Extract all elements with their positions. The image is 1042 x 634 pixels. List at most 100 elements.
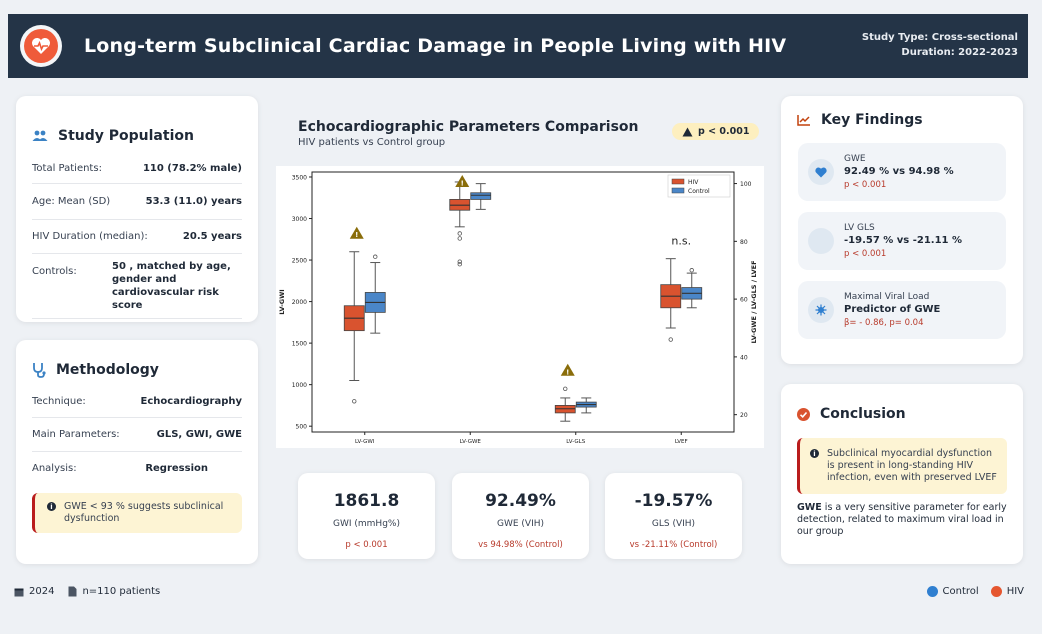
study-population-card: Study Population Total Patients: 110 (78.… (16, 96, 258, 322)
page-title: Long-term Subclinical Cardiac Damage in … (84, 35, 787, 57)
legend-dot-control (926, 586, 938, 597)
footer-patients: n=110 patients (82, 586, 161, 597)
stat-value: 92.49% (485, 491, 556, 511)
y-left-tick-label: 1500 (292, 341, 307, 348)
conclusion-text: GWE is a very sensitive parameter for ea… (797, 502, 1007, 537)
stat-value: -19.57% (634, 491, 713, 511)
ns-annotation: n.s. (671, 235, 691, 248)
stat-value: 1861.8 (333, 491, 400, 511)
conclusion-card: Conclusion i Subclinical myocardial dysf… (781, 384, 1023, 564)
y-right-tick-label: 40 (740, 354, 748, 361)
stat-sub: vs -21.11% (Control) (629, 540, 718, 550)
methodology-row: Main Parameters: GLS, GWI, GWE (32, 418, 242, 452)
legend-label: HIV (688, 179, 699, 186)
x-tick-label: LVEF (675, 439, 688, 445)
finding-item: GWE 92.49 % vs 94.98 % p < 0.001 (798, 143, 1006, 201)
y-left-tick-label: 2000 (292, 299, 307, 306)
stat-label: GWI (mmHg%) (333, 519, 400, 529)
outlier-point (457, 236, 462, 241)
boxplot-chart: 500 1000 1500 2000 2500 3000 3500 20 40 60 80 100 LV… (276, 166, 764, 448)
footer-year: 2024 (29, 586, 55, 597)
warning-icon (349, 226, 364, 239)
footer-info: 2024 n=110 patients (14, 586, 160, 597)
y-right-tick-label: 80 (740, 239, 748, 246)
header-bar: Long-term Subclinical Cardiac Damage in … (8, 14, 1028, 78)
outlier-point (457, 259, 462, 264)
outlier-point (689, 268, 694, 273)
outlier-point (373, 254, 378, 259)
chart-subtitle: HIV patients vs Control group (298, 137, 446, 148)
stat-sub: p < 0.001 (345, 540, 388, 550)
p-value-badge: p < 0.001 (672, 123, 760, 140)
x-tick-label: LV-GWI (355, 439, 375, 445)
warning-icon (455, 175, 470, 187)
stat-card-gwi: 1861.8 GWI (mmHg%) p < 0.001 (298, 473, 435, 559)
x-tick-label: LV-GWE (460, 439, 482, 445)
y-right-tick-label: 60 (740, 297, 748, 304)
trend-chart-icon (797, 115, 810, 126)
y-left-tick-label: 2500 (292, 258, 307, 265)
population-row: HIV Duration (median): 20.5 years (32, 220, 242, 254)
warning-icon (682, 127, 693, 136)
population-row: Controls: 50 , matched by age, gender and… (32, 254, 242, 319)
x-tick-label: LV-GLS (566, 439, 585, 445)
outlier-point (668, 337, 673, 342)
stat-sub: vs 94.98% (Control) (478, 540, 563, 550)
legend-label-hiv: HIV (1006, 586, 1024, 597)
study-type: Study Type: Cross-sectional (861, 32, 1018, 43)
circle-icon (808, 228, 834, 254)
y-right-tick-label: 20 (740, 412, 748, 419)
legend-swatch (671, 187, 685, 194)
y-left-tick-label: 3500 (292, 174, 307, 181)
y-right-tick-label: 100 (740, 181, 752, 188)
y-axis-right-label: LV-GWE / LV-GLS / LVEF (750, 260, 758, 343)
boxplot-svg: 500 1000 1500 2000 2500 3000 3500 20 40 60 80 100 LV… (278, 171, 758, 445)
stat-card-gwe: 92.49% GWE (VIH) vs 94.98% (Control) (452, 473, 589, 559)
key-findings-title: Key Findings (797, 112, 923, 128)
population-row: Total Patients: 110 (78.2% male) (32, 154, 242, 184)
study-population-title: Study Population (32, 128, 242, 144)
heart-icon (808, 159, 834, 185)
stat-label: GWE (VIH) (496, 519, 545, 529)
methodology-row: Technique: Echocardiography (32, 386, 242, 418)
warning-mark: ! (461, 180, 464, 188)
footer-legend: Control HIV (926, 586, 1024, 597)
conclusion-title: Conclusion (797, 406, 1007, 422)
warning-mark: ! (355, 231, 358, 239)
users-icon (32, 130, 48, 141)
stat-label: GLS (VIH) (651, 519, 696, 529)
study-duration: Duration: 2022-2023 (901, 47, 1018, 58)
methodology-row: Analysis: Regression (32, 463, 208, 474)
document-icon (68, 586, 77, 597)
y-left-tick-label: 1000 (292, 382, 307, 389)
methodology-note: i GWE < 93 % suggests subclinical dysfun… (32, 493, 242, 533)
methodology-title: Methodology (32, 362, 242, 378)
legend-label-control: Control (942, 586, 979, 597)
calendar-icon (14, 588, 24, 596)
stethoscope-icon (33, 363, 46, 378)
y-left-tick-label: 500 (296, 424, 308, 431)
logo (20, 25, 62, 67)
stat-card-gls: -19.57% GLS (VIH) vs -21.11% (Control) (605, 473, 742, 559)
outlier-point (352, 399, 357, 404)
y-left-tick-label: 3000 (292, 216, 307, 223)
outlier-point (563, 386, 568, 392)
heart-pulse-icon (24, 29, 58, 63)
legend-label: Control (688, 188, 710, 195)
info-icon: i (47, 502, 56, 511)
finding-item: LV GLS -19.57 % vs -21.11 % p < 0.001 (798, 212, 1006, 270)
conclusion-note: i Subclinical myocardial dysfunction is … (797, 438, 1007, 494)
virus-icon (808, 297, 834, 323)
y-axis-left-label: LV-GWI (278, 289, 286, 314)
box-control (470, 192, 492, 200)
study-meta: Study Type: Cross-sectional Duration: 20… (862, 30, 1018, 60)
population-row: Age: Mean (SD) 53.3 (11.0) years (32, 184, 242, 220)
warning-mark: ! (566, 368, 569, 376)
legend-dot-hiv (990, 586, 1002, 597)
warning-icon (560, 363, 575, 376)
legend-swatch (671, 178, 685, 185)
chart-title: Echocardiographic Parameters Comparison (298, 119, 639, 135)
check-circle-icon (797, 407, 810, 421)
info-icon: i (810, 449, 819, 458)
outlier-point (457, 262, 462, 267)
